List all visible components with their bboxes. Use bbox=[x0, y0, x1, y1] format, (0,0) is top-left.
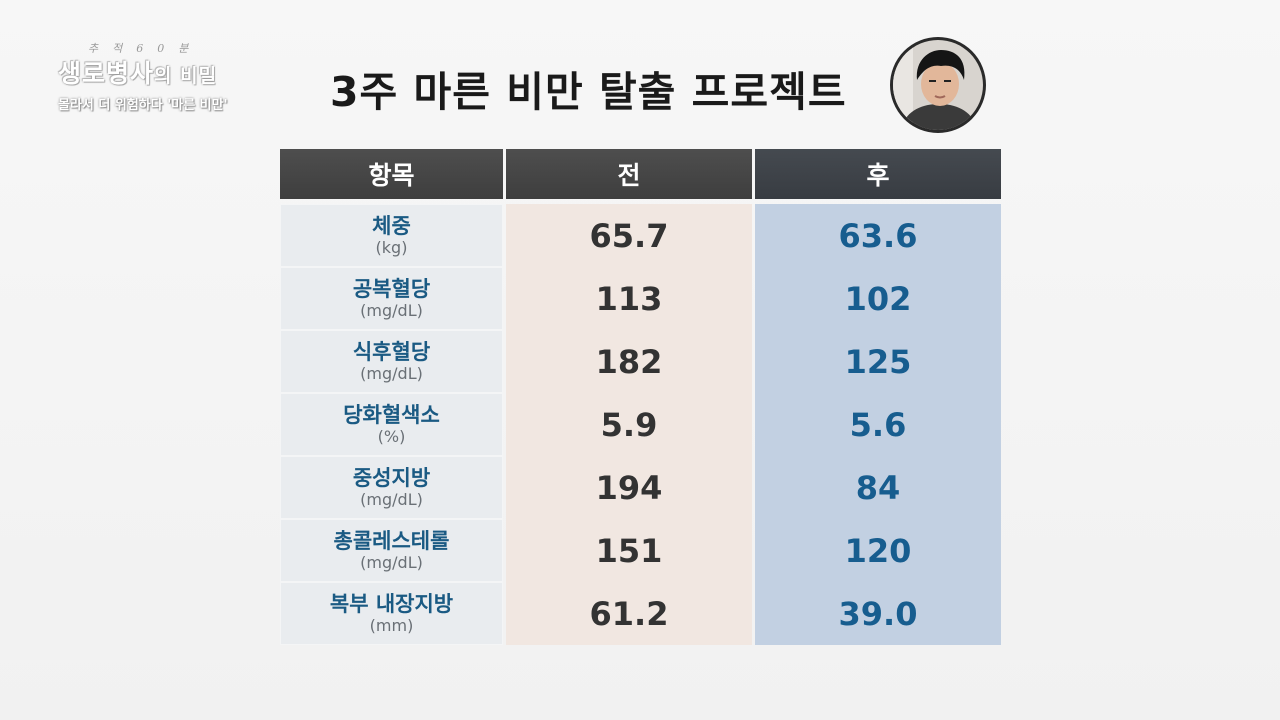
item-cell: 공복혈당 (mg/dL) bbox=[280, 267, 503, 330]
before-cell: 151 bbox=[506, 519, 752, 582]
before-cell: 5.9 bbox=[506, 393, 752, 456]
before-value: 151 bbox=[595, 531, 663, 570]
item-unit: (mg/dL) bbox=[360, 552, 423, 572]
before-cell: 182 bbox=[506, 330, 752, 393]
table-header-row: 항목 전 후 bbox=[280, 149, 1004, 200]
item-label: 총콜레스테롤 bbox=[333, 528, 450, 553]
after-cell: 120 bbox=[755, 519, 1001, 582]
before-value: 182 bbox=[595, 342, 663, 381]
header-after: 후 bbox=[755, 149, 1001, 199]
item-cell: 식후혈당 (mg/dL) bbox=[280, 330, 503, 393]
item-cell: 복부 내장지방 (mm) bbox=[280, 582, 503, 645]
after-value: 39.0 bbox=[838, 594, 918, 633]
participant-avatar bbox=[890, 37, 986, 133]
before-value: 5.9 bbox=[600, 405, 658, 444]
table-row: 당화혈색소 (%) 5.9 5.6 bbox=[280, 393, 1004, 456]
before-value: 61.2 bbox=[589, 594, 669, 633]
item-cell: 체중 (kg) bbox=[280, 204, 503, 267]
before-value: 194 bbox=[595, 468, 663, 507]
item-cell: 당화혈색소 (%) bbox=[280, 393, 503, 456]
after-cell: 102 bbox=[755, 267, 1001, 330]
after-value: 5.6 bbox=[849, 405, 907, 444]
after-cell: 5.6 bbox=[755, 393, 1001, 456]
table-row: 중성지방 (mg/dL) 194 84 bbox=[280, 456, 1004, 519]
after-value: 102 bbox=[844, 279, 912, 318]
after-cell: 84 bbox=[755, 456, 1001, 519]
table-row: 체중 (kg) 65.7 63.6 bbox=[280, 204, 1004, 267]
table-row: 복부 내장지방 (mm) 61.2 39.0 bbox=[280, 582, 1004, 645]
program-logo: 추적60분 생로병사의 비밀 몰라서 더 위험하다 '마른 비만' bbox=[58, 40, 288, 130]
episode-subtitle: 몰라서 더 위험하다 '마른 비만' bbox=[58, 98, 228, 113]
comparison-table: 항목 전 후 체중 (kg) 65.7 63.6 공복혈당 (mg/dL) 11… bbox=[280, 149, 1004, 645]
item-cell: 총콜레스테롤 (mg/dL) bbox=[280, 519, 503, 582]
item-unit: (mg/dL) bbox=[360, 363, 423, 383]
table-row: 식후혈당 (mg/dL) 182 125 bbox=[280, 330, 1004, 393]
before-cell: 194 bbox=[506, 456, 752, 519]
person-portrait-icon bbox=[893, 40, 983, 130]
item-label: 체중 bbox=[372, 213, 411, 238]
item-unit: (mg/dL) bbox=[360, 489, 423, 509]
table-row: 공복혈당 (mg/dL) 113 102 bbox=[280, 267, 1004, 330]
after-cell: 63.6 bbox=[755, 204, 1001, 267]
logo-small-text: 추적60분 bbox=[88, 42, 203, 55]
before-cell: 61.2 bbox=[506, 582, 752, 645]
item-unit: (mm) bbox=[369, 615, 414, 635]
before-cell: 113 bbox=[506, 267, 752, 330]
logo-main-text: 생로병사의 비밀 bbox=[58, 54, 288, 90]
item-unit: (%) bbox=[377, 426, 406, 446]
item-cell: 중성지방 (mg/dL) bbox=[280, 456, 503, 519]
item-unit: (kg) bbox=[375, 237, 408, 257]
logo-main-suffix: 의 비밀 bbox=[154, 65, 218, 87]
before-value: 65.7 bbox=[589, 216, 669, 255]
item-label: 당화혈색소 bbox=[343, 402, 440, 427]
header-before: 전 bbox=[506, 149, 752, 199]
after-value: 63.6 bbox=[838, 216, 918, 255]
page-title: 3주 마른 비만 탈출 프로젝트 bbox=[330, 68, 847, 116]
item-label: 공복혈당 bbox=[352, 276, 431, 301]
after-value: 125 bbox=[844, 342, 912, 381]
logo-main-title: 생로병사 bbox=[58, 59, 155, 88]
after-value: 120 bbox=[844, 531, 912, 570]
item-label: 식후혈당 bbox=[352, 339, 431, 364]
after-cell: 125 bbox=[755, 330, 1001, 393]
table-row: 총콜레스테롤 (mg/dL) 151 120 bbox=[280, 519, 1004, 582]
item-label: 복부 내장지방 bbox=[329, 591, 454, 616]
item-label: 중성지방 bbox=[352, 465, 431, 490]
before-cell: 65.7 bbox=[506, 204, 752, 267]
item-unit: (mg/dL) bbox=[360, 300, 423, 320]
before-value: 113 bbox=[595, 279, 663, 318]
after-cell: 39.0 bbox=[755, 582, 1001, 645]
after-value: 84 bbox=[855, 468, 901, 507]
header-item: 항목 bbox=[280, 149, 503, 199]
